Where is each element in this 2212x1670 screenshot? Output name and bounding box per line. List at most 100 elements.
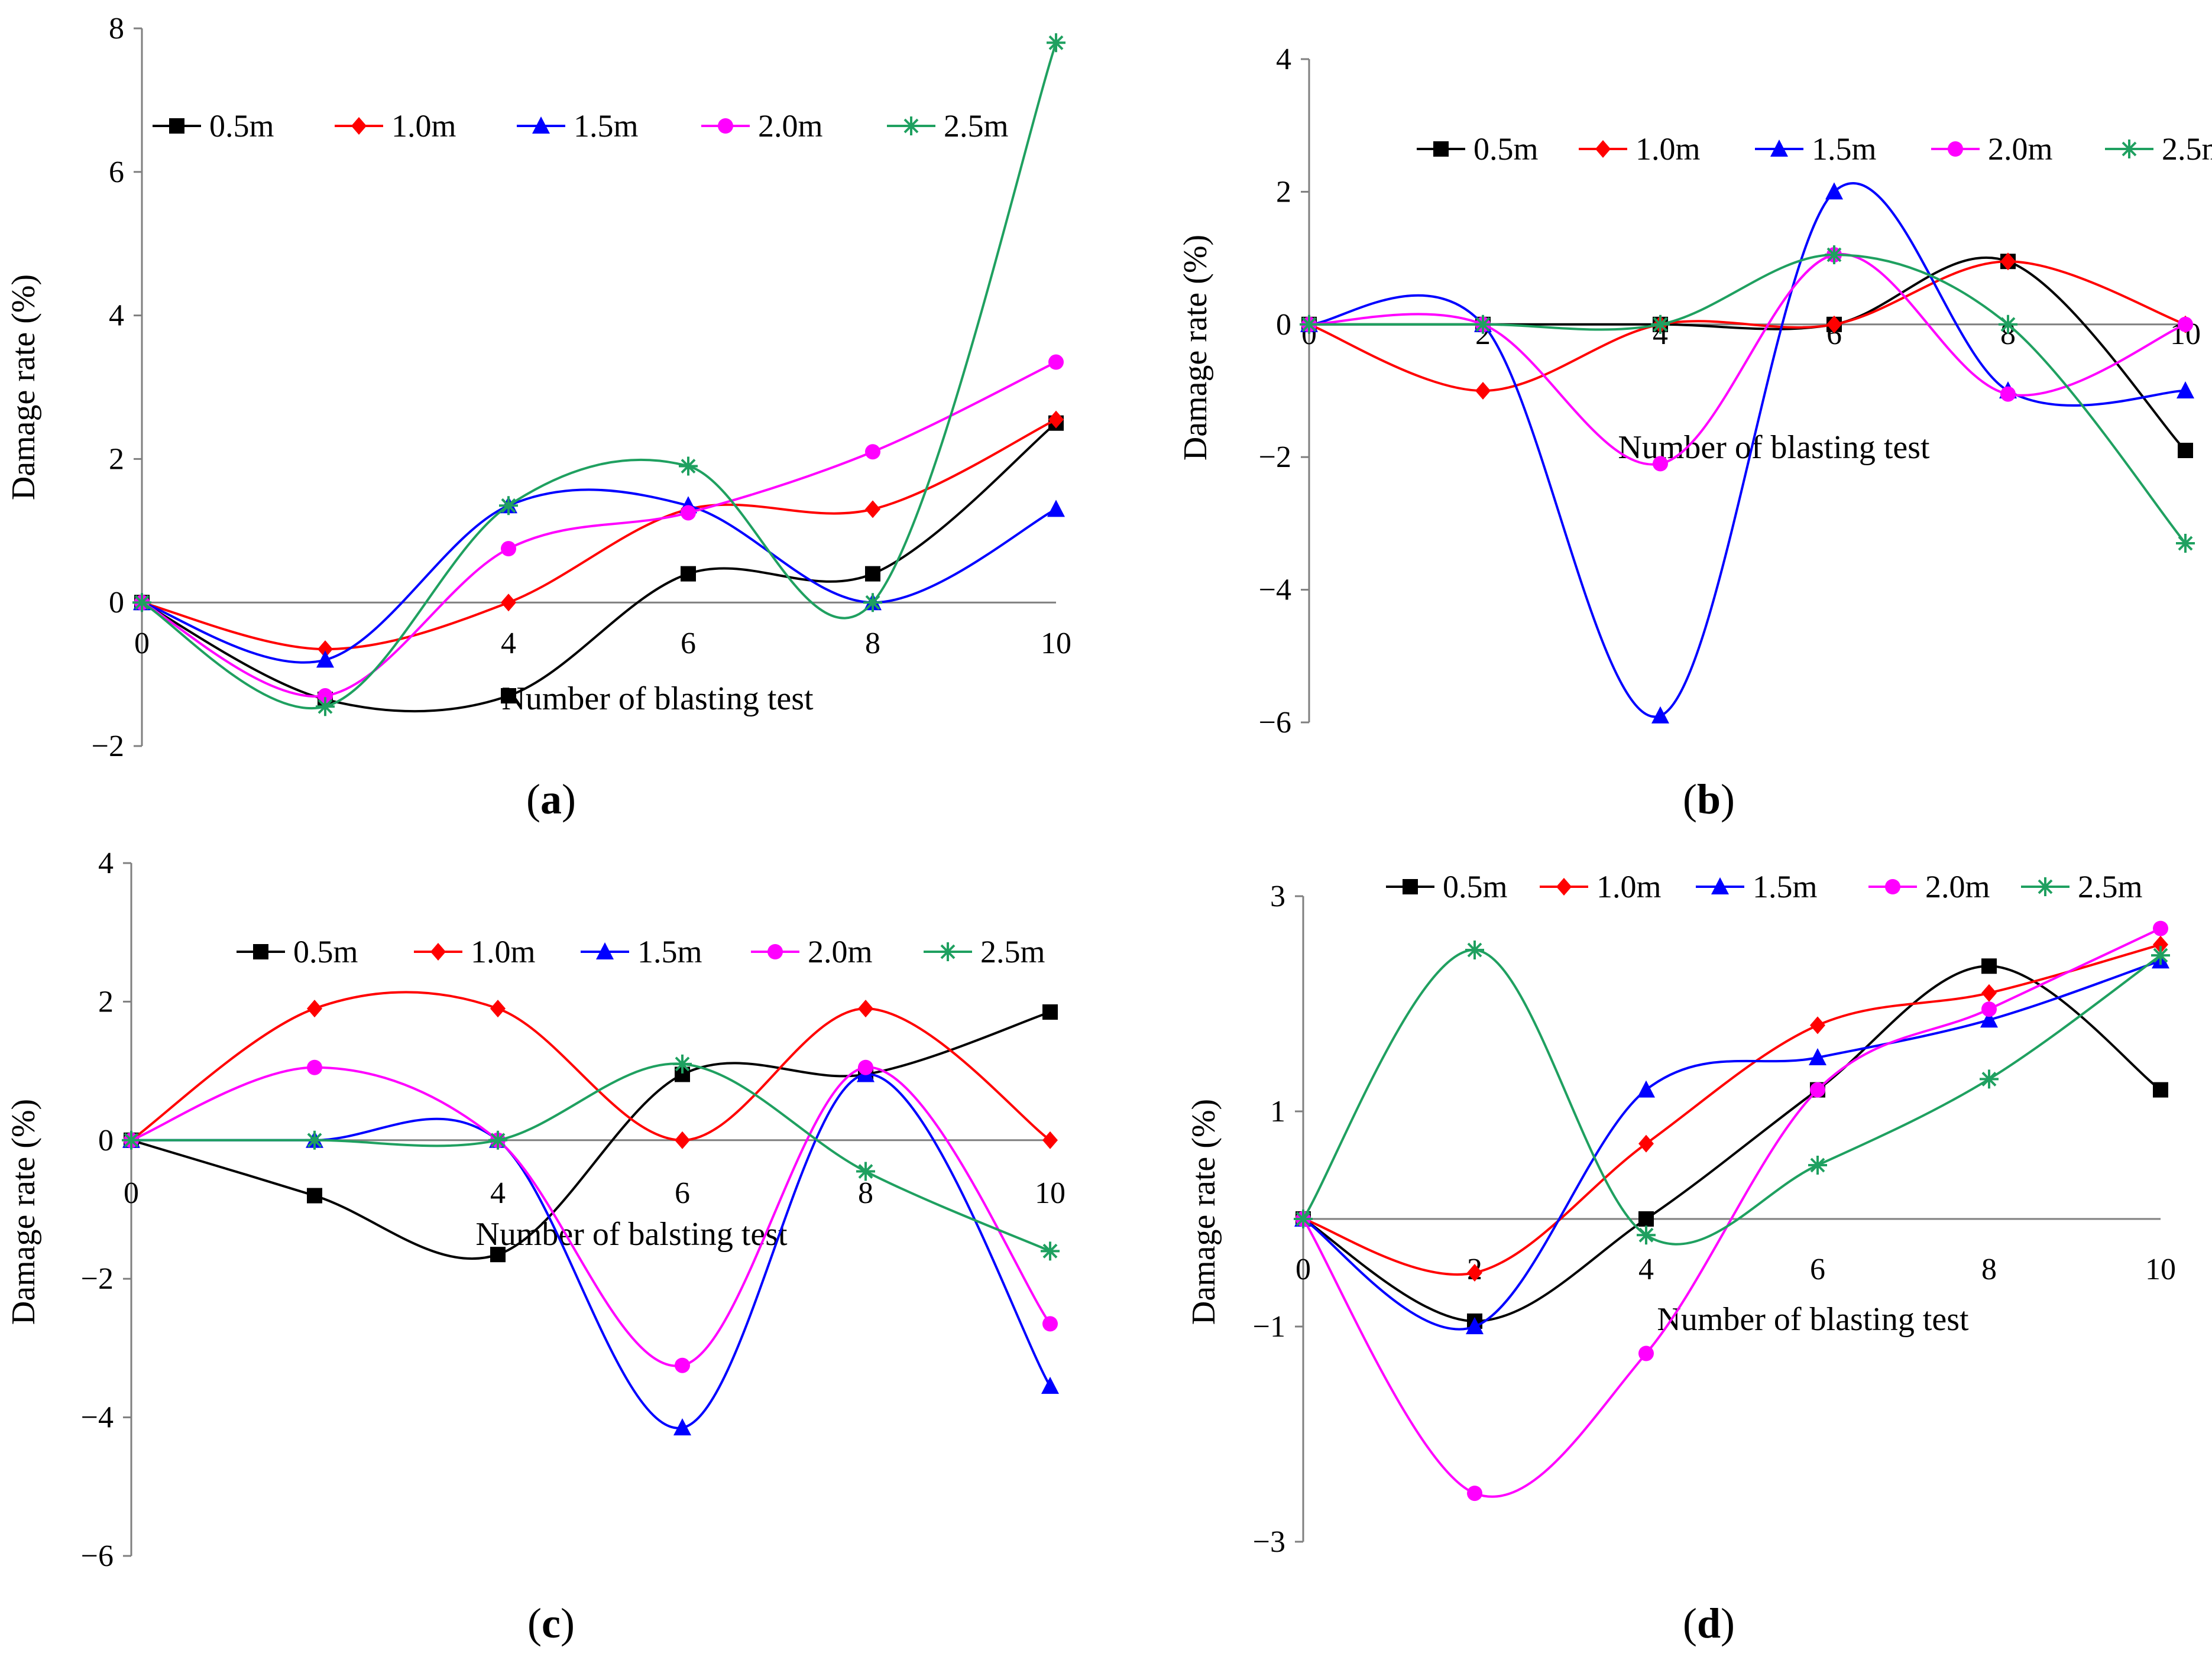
y-tick-label: 2 <box>109 442 124 476</box>
data-point <box>1042 1004 1058 1020</box>
legend-marker <box>902 116 921 135</box>
data-point <box>2177 381 2194 398</box>
y-tick-label: 0 <box>109 586 124 620</box>
legend-marker <box>1948 141 1963 157</box>
data-point <box>1651 314 1670 334</box>
legend-label: 1.5m <box>574 108 639 144</box>
data-point <box>2151 946 2170 965</box>
legend-marker <box>1770 140 1788 157</box>
x-tick-label: 0 <box>134 627 150 660</box>
x-tick-label: 6 <box>1810 1253 1825 1286</box>
y-tick-label: 8 <box>109 12 124 46</box>
x-tick-label: 10 <box>1035 1176 1065 1210</box>
legend-marker <box>767 944 783 959</box>
legend-label: 2.0m <box>1925 869 1990 904</box>
data-point <box>307 1059 322 1075</box>
legend-label: 2.0m <box>808 934 873 969</box>
x-tick-label: 8 <box>865 627 880 660</box>
data-point <box>1041 1241 1060 1261</box>
data-point <box>679 456 698 476</box>
y-tick-label: −2 <box>92 729 124 763</box>
data-point <box>1809 1048 1826 1065</box>
x-tick-label: 0 <box>124 1176 139 1210</box>
chart-panel-a: −2 0 2 4 6 8 0 4 6 8 10 Number of blasting test Dama… <box>5 12 1071 823</box>
data-point <box>1475 382 1491 400</box>
legend-label: 1.0m <box>1596 869 1662 904</box>
data-point <box>675 1131 690 1149</box>
x-axis-label: Number of blasting test <box>1657 1301 1969 1338</box>
x-tick-label: 4 <box>1638 1253 1654 1286</box>
data-point <box>1980 1069 1999 1089</box>
legend-label: 2.5m <box>980 934 1045 969</box>
data-point <box>318 688 333 704</box>
data-point <box>1473 314 1492 334</box>
series-line-2.5m <box>1309 253 2187 544</box>
y-tick-label: 3 <box>1270 880 1285 913</box>
data-point <box>490 1000 506 1018</box>
y-tick-label: 0 <box>1276 308 1291 342</box>
data-point <box>1047 500 1065 517</box>
data-point <box>1808 1156 1827 1175</box>
data-point <box>2000 386 2016 402</box>
legend-marker <box>532 116 550 134</box>
data-point <box>1981 984 1997 1002</box>
data-point <box>1810 1016 1825 1035</box>
series-line-1.0m <box>1303 943 2161 1276</box>
data-point <box>1048 354 1064 370</box>
data-point <box>675 1357 690 1373</box>
data-point <box>1981 1001 1997 1017</box>
y-tick-label: −1 <box>1253 1310 1285 1344</box>
y-tick-label: −4 <box>1259 573 1291 607</box>
x-tick-label: 8 <box>858 1176 873 1210</box>
series-line-1.5m <box>141 488 1057 664</box>
y-tick-label: 2 <box>1276 175 1291 209</box>
legend-marker <box>253 944 268 959</box>
x-tick-label: 8 <box>1981 1253 1997 1286</box>
data-point <box>1980 1010 1998 1028</box>
data-point <box>865 444 880 460</box>
data-point <box>1810 1082 1825 1098</box>
data-point <box>2178 442 2193 458</box>
series-line-1.5m <box>1302 959 2161 1331</box>
data-point <box>1999 314 2017 334</box>
y-tick-label: 0 <box>98 1124 114 1157</box>
legend: 0.5m 1.0m 1.5m 2.0m 2.5m <box>1386 869 2143 904</box>
y-tick-label: 1 <box>1270 1095 1285 1129</box>
series-line-0.5m <box>1302 965 2162 1322</box>
series-line-1.0m <box>141 418 1057 651</box>
x-axis-label: Number of balsting test <box>475 1216 788 1253</box>
chart-panel-c: −6 −4 −2 0 2 4 0 4 6 8 10 Number of balsting test Da… <box>5 847 1065 1647</box>
data-point <box>2000 252 2016 271</box>
data-point <box>307 1000 322 1018</box>
legend-marker <box>1885 879 1900 894</box>
data-point <box>1048 410 1064 429</box>
data-point <box>2153 1082 2168 1098</box>
legend-label: 1.5m <box>1812 131 1877 167</box>
data-point <box>1638 1345 1654 1361</box>
x-tick-label: 10 <box>2145 1253 2176 1286</box>
data-point <box>1041 1376 1059 1394</box>
data-point <box>865 500 880 518</box>
data-point <box>1466 1317 1484 1334</box>
data-point <box>122 1130 141 1150</box>
legend-label: 1.0m <box>391 108 456 144</box>
data-point <box>1294 1209 1313 1228</box>
data-point <box>856 1162 875 1181</box>
legend-label: 1.5m <box>1753 869 1818 904</box>
panel-label: (d) <box>1683 1600 1735 1647</box>
legend-label: 1.0m <box>1635 131 1701 167</box>
data-point <box>1637 1080 1655 1098</box>
x-tick-label: 6 <box>681 627 696 660</box>
data-point <box>865 566 880 582</box>
legend-marker <box>351 117 367 135</box>
series-line-0.5m <box>131 1011 1051 1260</box>
data-point <box>681 566 696 582</box>
y-tick-label: −4 <box>81 1401 114 1435</box>
y-axis-label: Damage rate (%) <box>1177 235 1214 461</box>
data-point <box>490 1247 506 1263</box>
y-tick-label: 6 <box>109 155 124 189</box>
legend-label: 0.5m <box>209 108 274 144</box>
panel-label: (a) <box>526 776 576 823</box>
data-point <box>1653 456 1668 472</box>
